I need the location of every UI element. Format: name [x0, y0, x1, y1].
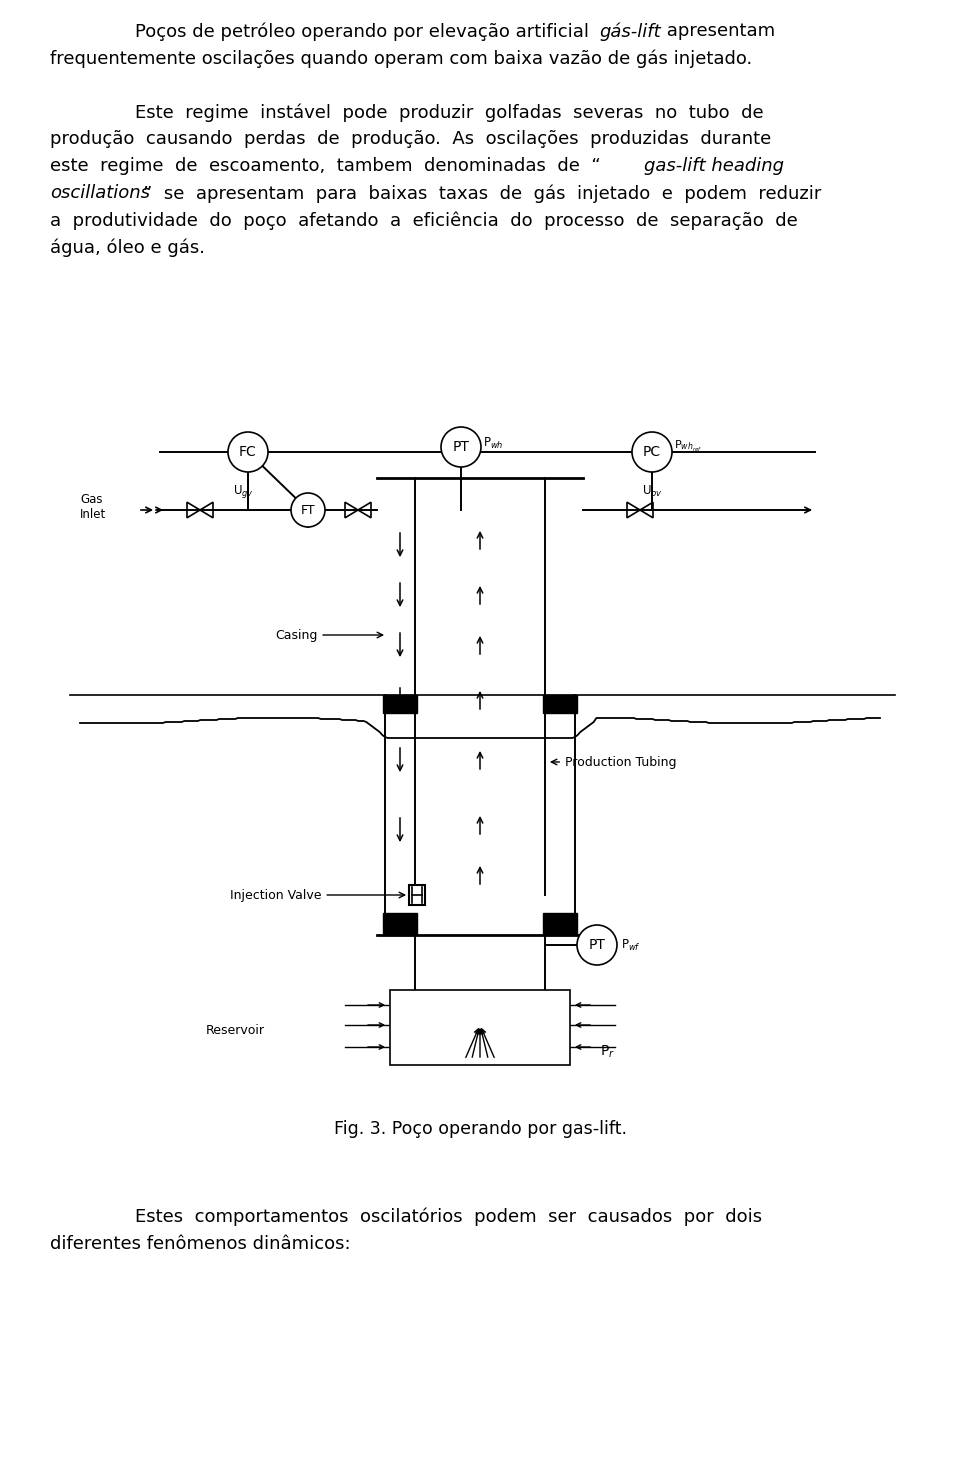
Text: frequentemente oscilações quando operam com baixa vazão de gás injetado.: frequentemente oscilações quando operam …	[50, 49, 753, 68]
Bar	[390, 989, 570, 1064]
Text: PT: PT	[588, 938, 606, 953]
Text: Injection Valve: Injection Valve	[230, 888, 405, 901]
Text: gas-lift heading: gas-lift heading	[644, 157, 784, 175]
Text: ”  se  apresentam  para  baixas  taxas  de  gás  injetado  e  podem  reduzir: ” se apresentam para baixas taxas de gás…	[143, 184, 822, 203]
Text: U$_{pv}$: U$_{pv}$	[641, 484, 662, 500]
Text: Casing: Casing	[275, 629, 383, 641]
Text: água, óleo e gás.: água, óleo e gás.	[50, 238, 205, 256]
Text: Gas
Inlet: Gas Inlet	[80, 492, 107, 520]
Text: P$_r$: P$_r$	[600, 1044, 615, 1060]
Text: Reservoir: Reservoir	[206, 1023, 265, 1036]
Text: gás-lift: gás-lift	[599, 22, 660, 41]
Text: a  produtividade  do  poço  afetando  a  eficiência  do  processo  de  separação: a produtividade do poço afetando a efici…	[50, 212, 798, 229]
Bar	[383, 695, 417, 713]
Circle shape	[291, 492, 325, 528]
Text: Fig. 3. Poço operando por gas-lift.: Fig. 3. Poço operando por gas-lift.	[333, 1120, 627, 1138]
Text: Este  regime  instável  pode  produzir  golfadas  severas  no  tubo  de: Este regime instável pode produzir golfa…	[135, 103, 763, 122]
Bar	[383, 913, 417, 935]
Text: PT: PT	[452, 440, 469, 454]
Text: FC: FC	[239, 445, 257, 459]
Bar	[409, 885, 425, 906]
Bar	[543, 695, 577, 713]
Text: P$_{wh_{ref}}$: P$_{wh_{ref}}$	[674, 438, 703, 454]
Circle shape	[441, 426, 481, 467]
Circle shape	[577, 925, 617, 964]
Text: produção  causando  perdas  de  produção.  As  oscilações  produzidas  durante: produção causando perdas de produção. As…	[50, 129, 771, 148]
Circle shape	[228, 432, 268, 472]
Text: P$_{wf}$: P$_{wf}$	[621, 938, 641, 953]
Bar	[543, 913, 577, 935]
Text: P$_{wh}$: P$_{wh}$	[483, 435, 504, 450]
Circle shape	[632, 432, 672, 472]
Text: Estes  comportamentos  oscilatórios  podem  ser  causados  por  dois: Estes comportamentos oscilatórios podem …	[135, 1208, 762, 1226]
Text: FT: FT	[300, 504, 315, 516]
Text: U$_{gv}$: U$_{gv}$	[232, 484, 253, 500]
Text: Poços de petróleo operando por elevação artificial: Poços de petróleo operando por elevação …	[135, 22, 595, 41]
Text: este  regime  de  escoamento,  tambem  denominadas  de  “: este regime de escoamento, tambem denomi…	[50, 157, 601, 175]
Text: diferentes fenômenos dinâmicos:: diferentes fenômenos dinâmicos:	[50, 1235, 350, 1252]
Text: apresentam: apresentam	[661, 22, 775, 40]
Text: oscillations: oscillations	[50, 184, 150, 201]
Text: Production Tubing: Production Tubing	[551, 756, 677, 769]
Text: PC: PC	[643, 445, 661, 459]
